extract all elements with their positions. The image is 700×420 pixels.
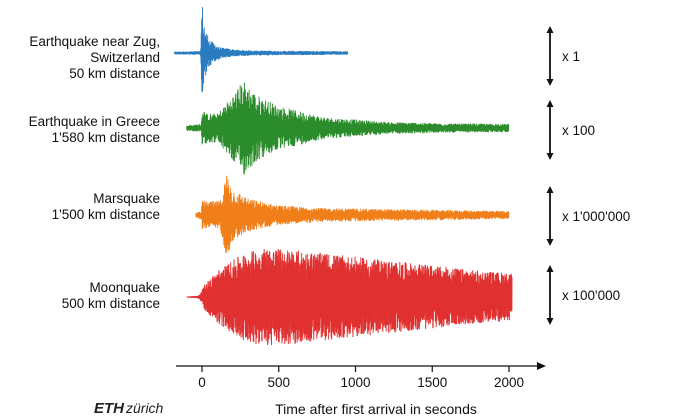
- scale-arrowhead-moon-top: [546, 265, 554, 272]
- logo-zurich-text: zürich: [125, 400, 164, 416]
- trace-moon: [186, 248, 513, 346]
- scale-arrowhead-moon-bottom: [546, 318, 554, 325]
- scale-arrowhead-greece-top: [546, 100, 554, 107]
- label-zug-line-2: Switzerland: [90, 50, 160, 65]
- trace-zug: [173, 7, 349, 93]
- x-tick-label-1500: 1500: [417, 375, 447, 390]
- label-moon-line-2: 500 km distance: [62, 296, 160, 311]
- label-mars-line-2: 1'500 km distance: [52, 207, 160, 222]
- label-zug-line-1: Earthquake near Zug,: [29, 34, 160, 49]
- trace-mars: [195, 175, 510, 254]
- x-tick-label-1000: 1000: [340, 375, 370, 390]
- trace-greece: [186, 82, 510, 175]
- scale-arrowhead-mars-top: [546, 186, 554, 193]
- scale-factor-moon: x 100'000: [562, 288, 620, 303]
- label-greece-line-1: Earthquake in Greece: [29, 114, 160, 129]
- label-mars-line-1: Marsquake: [93, 191, 160, 206]
- x-axis-label: Time after first arrival in seconds: [275, 401, 477, 417]
- scale-factor-mars: x 1'000'000: [562, 209, 630, 224]
- logo-eth-text: ETH: [94, 400, 125, 417]
- eth-zurich-logo: ETH zürich: [94, 400, 164, 417]
- scale-arrowhead-zug-bottom: [546, 79, 554, 86]
- scale-factor-greece: x 100: [562, 123, 595, 138]
- x-axis: 0 500 1000 1500 2000 Time after first arriva…: [176, 362, 546, 417]
- scale-arrowhead-mars-bottom: [546, 239, 554, 246]
- x-axis-arrowhead: [537, 362, 546, 370]
- label-zug-line-3: 50 km distance: [69, 66, 160, 81]
- x-tick-label-500: 500: [267, 375, 290, 390]
- traces-group: [173, 7, 513, 346]
- scale-arrowhead-zug-top: [546, 26, 554, 33]
- scale-factor-zug: x 1: [562, 49, 580, 64]
- label-greece-line-2: 1'580 km distance: [52, 130, 160, 145]
- x-ticks-group: 0 500 1000 1500 2000: [198, 366, 524, 390]
- label-moon-line-1: Moonquake: [89, 280, 160, 295]
- scale-indicators-group: x 1 x 100 x 1'000'000 x 100'000: [546, 26, 630, 325]
- scale-arrowhead-greece-bottom: [546, 153, 554, 160]
- x-tick-label-0: 0: [198, 375, 206, 390]
- x-tick-label-2000: 2000: [494, 375, 524, 390]
